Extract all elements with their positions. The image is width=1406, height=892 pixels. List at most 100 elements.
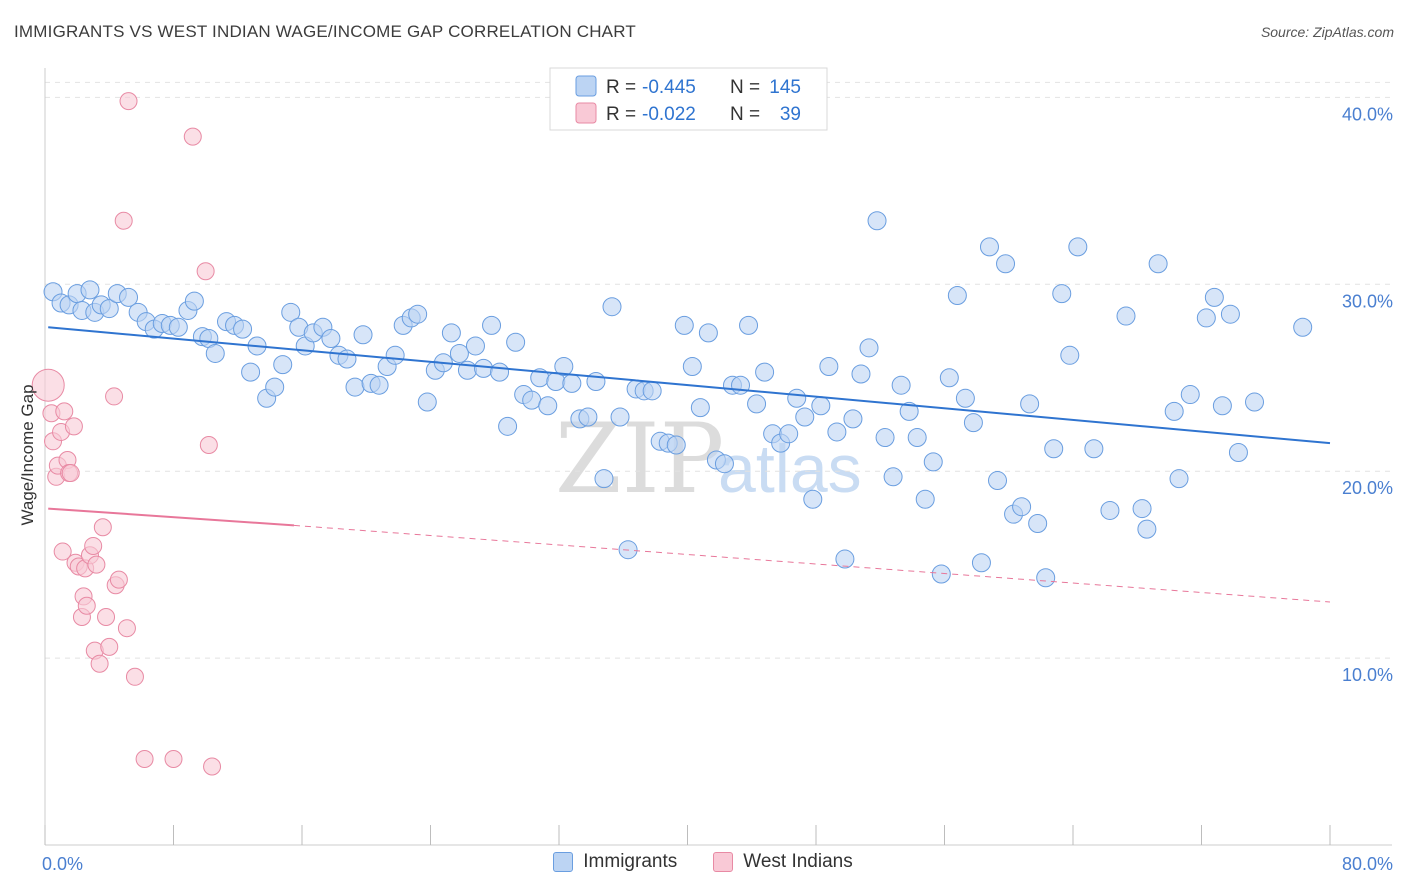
immigrants-point	[1100, 500, 1120, 520]
legend-r-label: R =	[606, 77, 636, 98]
y-axis-label: Wage/Income Gap	[18, 384, 37, 525]
west-indians-point	[53, 542, 72, 561]
immigrants-point	[923, 452, 943, 472]
immigrants-point	[795, 407, 815, 427]
west-indians-point	[183, 127, 202, 146]
west-indians-point	[105, 387, 124, 406]
immigrants-point	[1164, 401, 1184, 421]
west-indians-trend-extension	[293, 524, 1331, 603]
immigrants-point	[474, 358, 494, 378]
y-tick-label: 40.0%	[1342, 104, 1393, 124]
legend-swatch-immigrants	[575, 75, 597, 97]
west-indians-points	[31, 92, 222, 776]
immigrants-point	[449, 343, 469, 363]
immigrants-point	[353, 325, 373, 345]
immigrants-point	[594, 469, 614, 489]
immigrants-point	[233, 319, 253, 339]
immigrants-point	[931, 564, 951, 584]
legend-swatch-west-indians	[713, 852, 734, 872]
immigrants-point	[602, 297, 622, 317]
immigrants-point	[891, 375, 911, 395]
y-tick-label: 20.0%	[1342, 478, 1393, 498]
legend-label-immigrants: Immigrants	[583, 851, 678, 872]
immigrants-point	[851, 364, 871, 384]
immigrants-point	[747, 394, 767, 414]
immigrants-point	[610, 407, 630, 427]
immigrants-point	[755, 362, 775, 382]
immigrants-point	[1116, 306, 1136, 326]
immigrants-point	[996, 254, 1016, 274]
axes	[44, 68, 1392, 846]
immigrants-point	[690, 398, 710, 418]
y-tick-labels: 10.0% 20.0% 30.0% 40.0%	[1342, 104, 1393, 685]
immigrants-point	[1012, 497, 1032, 517]
west-indians-point	[203, 757, 222, 776]
immigrants-point	[1028, 514, 1048, 534]
immigrants-point	[554, 357, 574, 377]
immigrants-point	[321, 328, 341, 348]
west-indians-point	[61, 464, 80, 483]
immigrants-point	[273, 355, 293, 375]
immigrants-point	[955, 388, 975, 408]
immigrants-point	[819, 357, 839, 377]
immigrants-point	[168, 317, 188, 337]
stats-legend: R = -0.445 N = 145 R = -0.022 N = 39	[549, 67, 828, 131]
immigrants-point	[205, 343, 225, 363]
immigrants-point	[265, 377, 285, 397]
immigrants-point	[1169, 469, 1189, 489]
legend-swatch-west-indians	[575, 102, 597, 124]
west-indians-point	[119, 92, 138, 111]
immigrants-point	[731, 375, 751, 395]
immigrants-point	[408, 304, 428, 324]
legend-r-value: -0.022	[642, 104, 696, 125]
immigrants-point	[578, 407, 598, 427]
west-indians-point	[109, 570, 128, 589]
immigrants-point	[915, 489, 935, 509]
immigrants-point	[698, 323, 718, 343]
immigrants-point	[1036, 568, 1056, 588]
immigrants-point	[947, 286, 967, 305]
immigrants-point	[441, 323, 461, 343]
west-indians-point	[125, 667, 144, 686]
immigrants-point	[1068, 237, 1088, 257]
west-indians-point	[31, 368, 65, 402]
immigrants-point	[522, 390, 542, 410]
west-indians-point	[199, 436, 218, 455]
immigrants-point	[1245, 392, 1265, 412]
immigrants-point	[1084, 439, 1104, 459]
immigrants-point	[1212, 396, 1232, 416]
immigrants-point	[1204, 287, 1224, 307]
y-tick-label: 10.0%	[1342, 665, 1393, 685]
immigrants-point	[80, 280, 100, 300]
legend-item-west-indians: West Indians	[713, 851, 853, 873]
immigrants-point	[345, 377, 365, 397]
legend-n-label: N =	[730, 77, 760, 98]
immigrants-point	[827, 422, 847, 442]
immigrants-point	[465, 336, 485, 356]
immigrants-point	[1060, 345, 1080, 365]
immigrants-point	[883, 467, 903, 487]
west-indians-point	[117, 619, 136, 638]
chart-title: IMMIGRANTS VS WEST INDIAN WAGE/INCOME GA…	[14, 22, 636, 41]
immigrants-point	[1148, 254, 1168, 274]
immigrants-point	[859, 338, 879, 358]
immigrants-point	[907, 428, 927, 448]
legend-n-value: 145	[769, 77, 801, 98]
immigrants-point	[867, 211, 887, 231]
immigrants-point	[506, 332, 526, 352]
immigrants-point	[538, 396, 558, 416]
immigrants-point	[682, 357, 702, 377]
immigrants-point	[739, 315, 759, 335]
immigrants-point	[1228, 443, 1248, 462]
immigrants-point	[1180, 385, 1200, 405]
source-label: Source: ZipAtlas.com	[1260, 24, 1394, 40]
immigrants-point	[779, 424, 799, 444]
immigrants-point	[1137, 519, 1157, 539]
west-indians-point	[93, 518, 112, 537]
legend-n-label: N =	[730, 104, 760, 125]
immigrants-point	[1220, 304, 1240, 324]
immigrants-point	[562, 373, 582, 393]
immigrants-point	[1132, 499, 1152, 519]
immigrants-point	[787, 388, 807, 408]
